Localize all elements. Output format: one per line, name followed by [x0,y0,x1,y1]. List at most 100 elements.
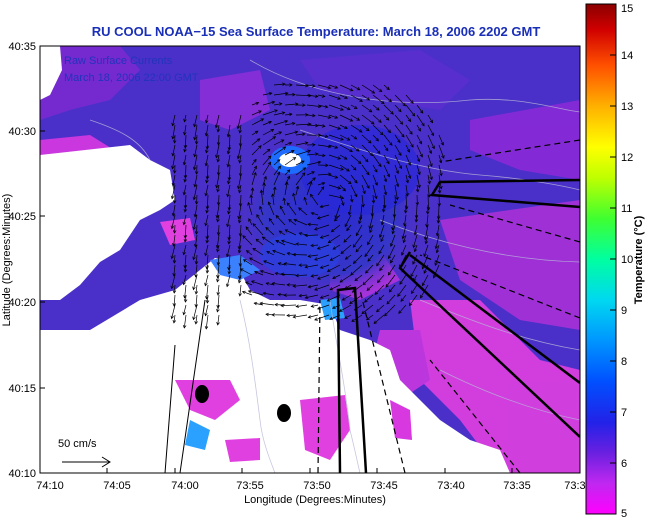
current-vector [272,250,286,256]
current-vector [350,184,358,197]
current-vector-head [276,159,281,163]
current-vector [384,304,396,317]
current-vector [218,224,220,236]
current-vector-head [391,230,395,235]
current-vector [394,144,402,156]
current-vector-head [401,252,405,256]
current-vector [171,214,176,229]
current-vector-head [182,221,186,226]
current-vector [376,254,385,266]
current-vector-head [280,303,284,308]
current-vector [405,94,414,104]
current-vector-head [274,271,279,276]
current-vector-head [277,292,281,297]
current-vector [275,240,286,246]
current-vector [383,114,390,121]
current-vector-head [204,192,208,197]
current-vector [237,144,242,159]
current-vector [296,304,308,307]
current-vector-head [388,98,392,103]
current-vector-head [353,136,358,140]
current-vector-head [205,300,210,304]
current-vector [205,124,209,136]
current-vector [284,263,297,266]
current-vector-head [272,136,277,140]
current-vector [314,224,330,230]
current-vector-head [410,100,414,104]
current-vector [295,167,306,176]
current-vector [374,284,385,295]
current-vector-head [298,293,302,298]
current-vector-head [368,225,372,230]
current-vector [269,218,275,226]
current-vector [339,114,353,122]
current-vector-head [292,284,296,288]
current-vector-head [319,204,324,209]
current-vector-head [170,195,175,200]
current-vector-head [182,281,186,286]
current-vector [317,84,331,89]
current-vector-head [292,92,296,97]
current-vector [281,240,297,246]
current-vector [385,274,396,288]
current-vector-head [403,210,408,214]
current-vector-head [413,248,418,253]
current-vector-head [216,142,221,146]
current-vector [361,194,364,207]
current-vector-head [171,212,176,217]
current-vector [266,282,275,286]
current-vector [273,83,286,86]
current-vector [328,234,341,243]
current-vector-head [170,225,175,230]
current-vector [254,302,264,306]
current-vector [298,207,308,216]
current-vector-head [343,156,348,160]
current-vector-head [334,145,339,149]
current-vector-head [276,171,281,176]
current-vector-head [253,165,257,170]
current-vector-head [406,149,411,153]
current-vector-head [265,227,269,231]
current-vector [173,234,176,246]
current-vector [427,194,429,211]
current-vector [399,274,407,285]
current-vector-head [259,189,264,194]
current-vector-head [205,239,209,244]
current-vector [216,174,220,188]
current-vector-head [342,267,346,272]
current-vector [364,294,374,303]
current-vector [372,114,382,123]
colorbar-tick-label: 6 [621,458,627,470]
current-vector-head [344,125,348,130]
coastal-fringe [160,218,412,462]
current-vector [193,304,198,320]
current-vector [251,187,254,196]
current-vector [361,114,375,125]
current-vector [383,84,390,90]
current-vector [308,284,319,288]
current-vector [251,145,262,156]
current-vector [240,268,253,276]
current-vector-head [340,107,344,111]
current-vector [184,234,187,242]
current-vector [238,214,242,223]
current-vector-head [374,182,378,186]
current-vector-head [430,132,435,137]
shipping-lanes [164,139,580,473]
current-vector [339,94,348,99]
current-vector-head [204,282,208,287]
current-vector-head [366,185,370,189]
current-vector [239,224,242,237]
current-vector [394,114,403,125]
current-vector [436,224,440,236]
current-vector-head [411,290,415,295]
current-vector-head [367,258,371,262]
current-vector [426,214,429,227]
current-vector-head [397,139,401,144]
current-vector-head [423,253,427,258]
current-vector-head [170,285,174,290]
current-vector [346,224,352,231]
current-vector [284,150,295,156]
current-vector-head [310,243,314,248]
current-vector-head [284,119,289,124]
